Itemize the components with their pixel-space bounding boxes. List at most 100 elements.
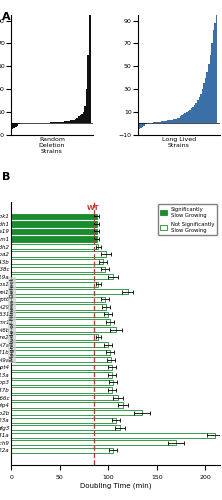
Bar [15,124,17,126]
Bar [173,118,175,124]
Bar [194,105,195,124]
Bar [188,110,189,124]
Bar [216,15,217,124]
Bar [183,114,184,124]
Bar [83,112,84,124]
Bar [213,30,214,124]
Text: WT: WT [87,205,100,211]
Bar [156,122,158,124]
Bar [169,120,170,124]
Bar [197,100,198,124]
Bar [176,118,178,124]
Bar [64,121,65,124]
Bar [11,380,113,385]
Bar [69,121,70,124]
Bar [180,116,181,123]
Bar [191,108,192,124]
Bar [11,402,123,407]
Bar [142,124,143,126]
Bar [79,116,81,124]
Bar [11,296,105,302]
Bar [167,120,169,124]
Text: B: B [2,172,11,182]
Bar [11,236,97,242]
Bar [155,122,156,124]
Bar [200,94,202,124]
Bar [11,266,105,272]
Bar [208,64,210,124]
Bar [12,124,14,129]
Bar [11,327,116,332]
Bar [161,121,162,124]
Bar [11,357,111,362]
Bar [205,78,206,124]
Bar [172,120,173,124]
Bar [11,312,108,317]
Bar [11,320,110,324]
X-axis label: Random
Deletion
Strains: Random Deletion Strains [39,138,65,154]
Bar [89,15,91,124]
Bar [139,124,140,129]
Bar [11,395,118,400]
Bar [81,114,83,124]
Bar [57,122,59,124]
Bar [210,55,211,124]
Bar [65,121,67,124]
Bar [143,124,145,126]
Bar [62,122,64,124]
Text: Magnitude of Fitness Defect: Magnitude of Fitness Defect [10,278,15,361]
Bar [153,122,155,124]
Bar [84,106,86,124]
Bar [159,122,161,124]
Bar [53,122,54,124]
Bar [76,118,78,124]
Bar [195,103,197,124]
Bar [11,372,112,378]
Bar [11,410,142,416]
Bar [11,282,98,287]
Bar [203,84,205,124]
Bar [164,121,165,124]
Bar [59,122,61,124]
Bar [175,118,176,124]
Bar [11,418,116,423]
Bar [192,108,194,124]
Bar [86,89,87,124]
Bar [11,289,128,294]
Bar [11,350,110,355]
Bar [75,118,76,124]
Bar [11,214,97,219]
Bar [61,122,62,124]
Bar [178,118,180,124]
Bar [158,122,159,124]
Bar [202,89,203,124]
Bar [14,124,15,128]
Bar [11,334,98,340]
Bar [214,23,216,124]
X-axis label: Doubling Time (min): Doubling Time (min) [80,482,151,489]
Bar [67,121,69,124]
Legend: Significantly
Slow Growing, Not Significantly
Slow Growing: Significantly Slow Growing, Not Signific… [158,204,217,236]
Bar [11,259,103,264]
Bar [11,252,106,256]
Bar [73,120,75,124]
Bar [50,122,51,124]
Bar [11,342,108,347]
Bar [56,122,57,124]
Bar [11,425,120,430]
Bar [11,274,113,280]
Bar [11,304,106,310]
Bar [162,121,164,124]
X-axis label: Long Lived
Strains: Long Lived Strains [162,138,196,148]
Bar [51,122,53,124]
Y-axis label: Magnitude of Fitness Defect: Magnitude of Fitness Defect [0,499,1,500]
Bar [181,116,183,124]
Bar [11,388,112,392]
Bar [186,112,188,124]
Bar [184,113,186,124]
Bar [11,221,97,226]
Bar [72,120,73,124]
Bar [78,116,79,123]
Bar [189,110,191,124]
Bar [206,72,208,124]
